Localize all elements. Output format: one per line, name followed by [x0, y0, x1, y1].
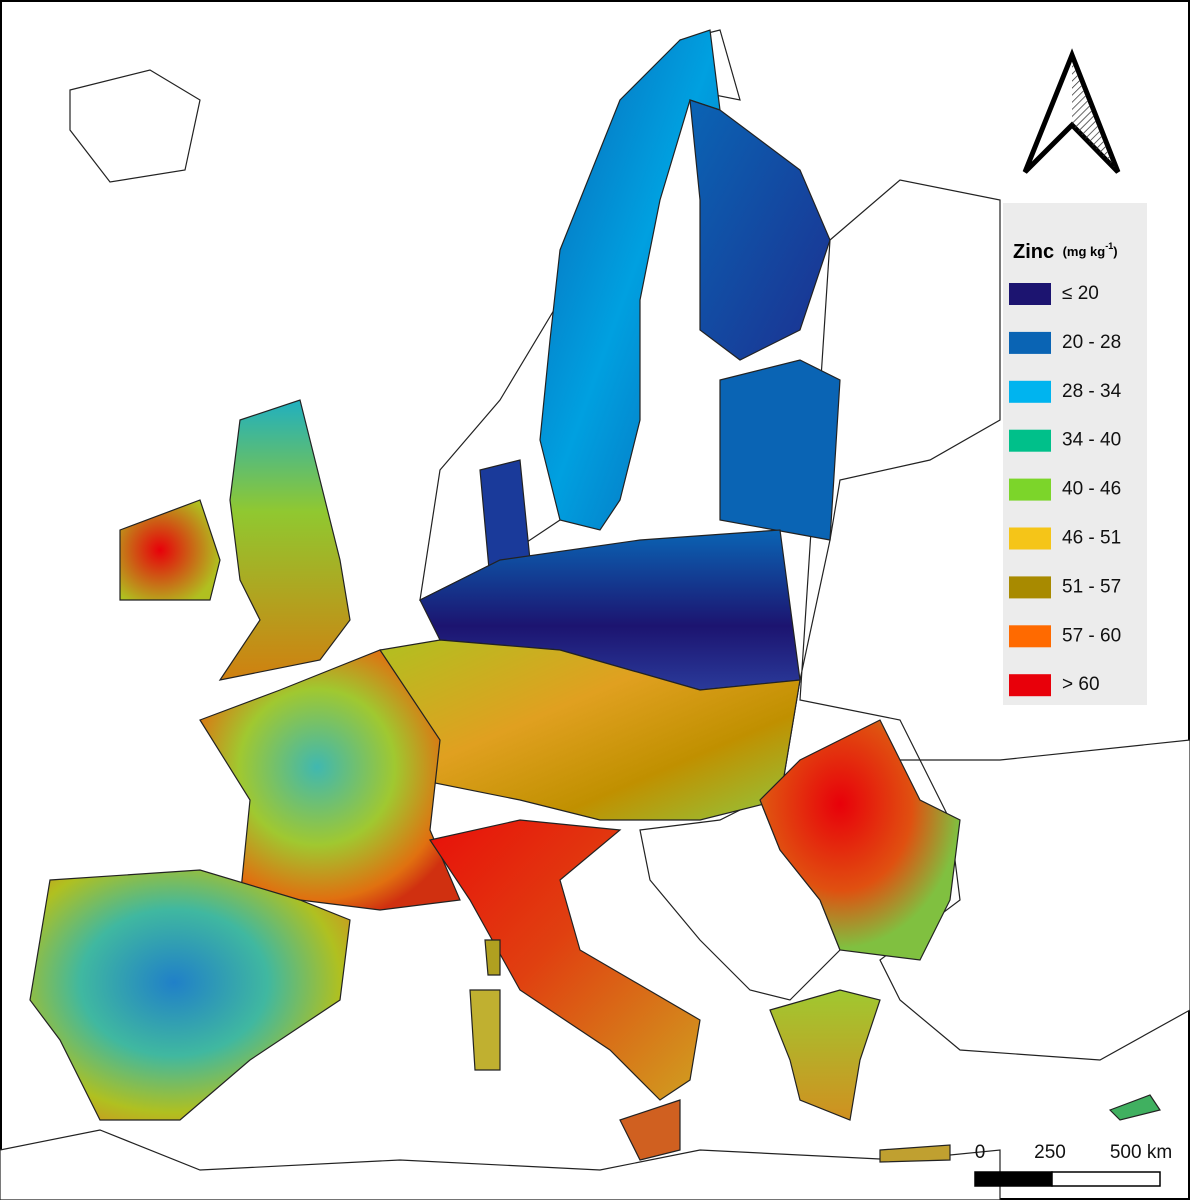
scale-label: 0 [975, 1142, 986, 1163]
legend-swatch [1009, 478, 1051, 501]
legend-label: ≤ 20 [1062, 283, 1099, 304]
legend-swatch [1009, 331, 1051, 354]
legend-unit-superscript: -1 [1105, 241, 1113, 251]
zinc-raster [29, 29, 1161, 1163]
legend-label: 34 - 40 [1062, 430, 1121, 451]
legend-unit-close: ) [1113, 244, 1117, 259]
legend-label: 28 - 34 [1062, 381, 1122, 402]
legend-swatch [1009, 283, 1051, 305]
north-arrow [1022, 48, 1121, 174]
legend-label: 51 - 57 [1062, 576, 1121, 597]
scale-label: 500 km [1110, 1142, 1172, 1163]
legend-label: 57 - 60 [1062, 625, 1121, 646]
legend-label: 20 - 28 [1062, 332, 1121, 353]
legend-swatch [1009, 674, 1051, 697]
legend-title: Zinc (mg kg-1) [1013, 241, 1118, 263]
legend-swatch [1009, 576, 1051, 599]
legend-swatch [1009, 527, 1051, 550]
scale-label: 250 [1034, 1142, 1066, 1163]
legend-swatch [1009, 380, 1051, 403]
legend-swatch [1009, 625, 1051, 648]
legend-items: ≤ 20 20 - 28 28 - 34 34 - 40 40 - 46 46 - 51 5… [1009, 283, 1122, 697]
base-map [0, 29, 1190, 1200]
scale-bar: 0 250 500 km [974, 1142, 1172, 1187]
legend-label: 40 - 46 [1062, 479, 1121, 500]
legend-title-text: Zinc [1013, 241, 1054, 263]
legend-swatch [1009, 429, 1051, 452]
legend-unit: (mg kg [1063, 244, 1106, 259]
legend-label: 46 - 51 [1062, 528, 1121, 549]
legend-label: > 60 [1062, 674, 1100, 695]
